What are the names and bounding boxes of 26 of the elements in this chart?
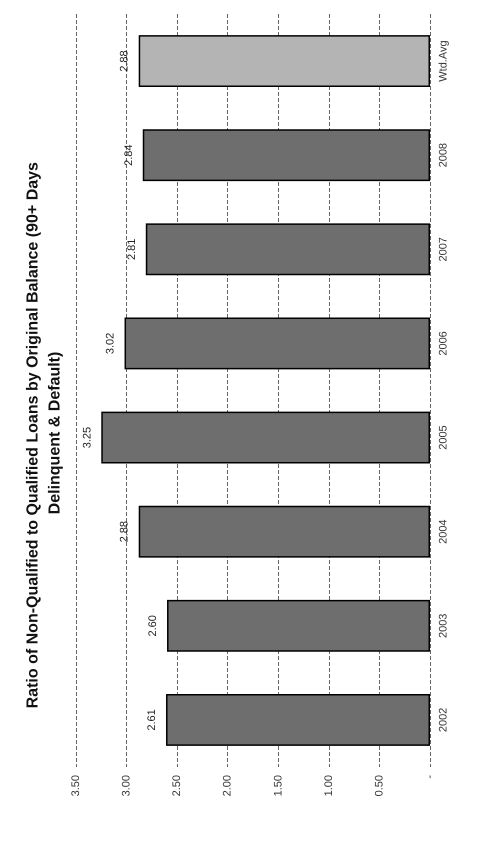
y-tick-label: 2006 bbox=[438, 331, 450, 356]
data-label: 2.81 bbox=[126, 238, 138, 260]
data-label: 2.88 bbox=[118, 50, 131, 72]
x-tick-label: 0.50 bbox=[373, 775, 386, 796]
x-tick-label: 3.50 bbox=[70, 775, 82, 796]
data-label: 2.61 bbox=[146, 709, 158, 731]
y-tick-label: Wtd.Avg bbox=[438, 40, 450, 82]
data-label: 2.88 bbox=[118, 520, 131, 542]
x-tick-label: - bbox=[424, 774, 436, 779]
x-tick-label: 2.00 bbox=[222, 775, 234, 796]
y-tick-label: 2004 bbox=[438, 519, 450, 544]
data-label: 3.02 bbox=[104, 332, 117, 354]
data-label: 2.60 bbox=[147, 615, 160, 637]
text: Ratio of Non-Qualified to Qualified Loans by Original Balance (90+ Days Delinquent & Default) bbox=[24, 158, 64, 708]
data-label: 2.84 bbox=[122, 144, 135, 166]
x-tick-label: 2.50 bbox=[171, 775, 184, 796]
x-tick-label: 3.00 bbox=[120, 775, 133, 796]
y-tick-label: 2007 bbox=[438, 237, 450, 262]
y-tick-label: 2003 bbox=[438, 614, 450, 638]
data-label: 3.25 bbox=[81, 426, 94, 448]
y-tick-label: 2008 bbox=[438, 142, 450, 168]
y-tick-label: 2005 bbox=[438, 425, 450, 450]
x-tick-label: 1.50 bbox=[272, 775, 284, 796]
y-tick-label: 2002 bbox=[438, 708, 450, 732]
bar bbox=[138, 35, 430, 87]
x-tick-label: 1.00 bbox=[322, 775, 335, 796]
